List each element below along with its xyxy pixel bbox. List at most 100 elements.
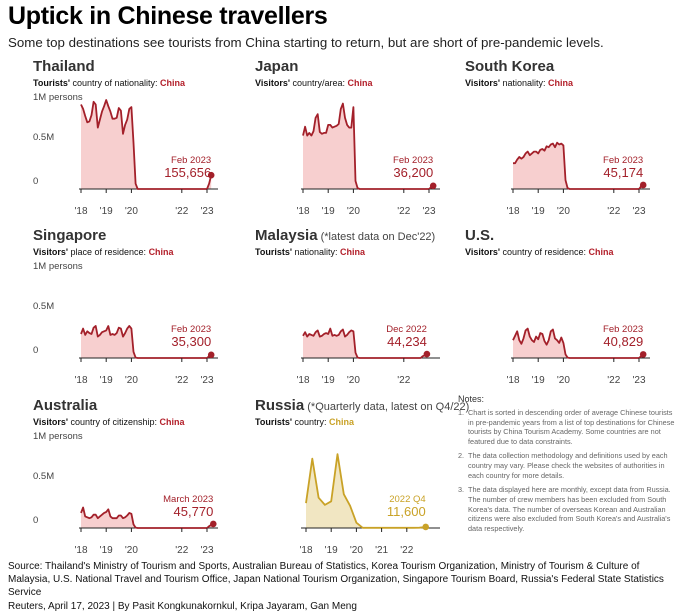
panel-title-text: Singapore <box>33 227 107 244</box>
latest-point <box>423 350 431 358</box>
series-area <box>303 103 434 189</box>
x-tick-label: '22 <box>400 545 413 556</box>
panel-title: South Korea <box>465 58 554 75</box>
annotation-date: March 2023 <box>163 494 213 505</box>
y-tick-label: 1M persons <box>33 431 83 442</box>
label-bold: Visitors' <box>33 417 68 427</box>
x-tick-label: '23 <box>422 206 435 217</box>
annotation-value: 36,200 <box>393 165 433 180</box>
panel-japan: Japan Visitors' country/area: China Feb … <box>255 58 465 223</box>
x-tick-label: '18 <box>74 375 87 386</box>
panel-title-text: South Korea <box>465 58 555 75</box>
label-rest: nationality: <box>500 78 549 88</box>
x-tick-label: '22 <box>397 375 410 386</box>
series-line <box>302 327 428 359</box>
panel-australia: Australia Visitors' country of citizensh… <box>33 397 243 562</box>
x-tick-label: '18 <box>296 206 309 217</box>
annotation-value: 45,770 <box>174 504 214 519</box>
x-tick-label: '23 <box>632 375 645 386</box>
series-line <box>80 506 214 529</box>
y-tick-label: 0 <box>33 176 38 187</box>
label-rest: country: <box>291 417 329 427</box>
annotation-date: 2022 Q4 <box>389 494 425 505</box>
label-rest: nationality: <box>291 247 341 257</box>
y-tick-label: 0 <box>33 515 38 526</box>
x-tick-label: '19 <box>100 375 113 386</box>
panel-title-text: Japan <box>255 58 299 75</box>
annotation-value: 11,600 <box>387 504 426 519</box>
label-country: China <box>548 78 574 88</box>
annotation-value: 40,829 <box>603 334 643 349</box>
label-bold: Visitors' <box>465 78 500 88</box>
y-tick-label: 1M persons <box>33 261 83 272</box>
series-area <box>81 326 212 358</box>
x-tick-label: '23 <box>200 206 213 217</box>
panel-title-text: U.S. <box>465 227 495 244</box>
series-area <box>513 328 644 358</box>
source-text: Source: Thailand's Ministry of Tourism a… <box>8 561 664 599</box>
x-tick-label: '19 <box>532 375 545 386</box>
label-country: China <box>347 78 373 88</box>
panel-title-text: Australia <box>33 397 98 414</box>
series-line <box>305 453 426 529</box>
x-tick-label: '18 <box>74 206 87 217</box>
y-tick-label: 0 <box>33 345 38 356</box>
panel-title-text: Thailand <box>33 58 95 75</box>
annotation-date: Feb 2023 <box>393 155 433 166</box>
series-area <box>81 507 214 528</box>
panel-label: Tourists' country of nationality: China <box>33 78 185 88</box>
x-tick-label: '22 <box>175 206 188 217</box>
x-tick-label: '20 <box>125 545 138 556</box>
panel-malaysia: Malaysia (*latest data on Dec'22) Touris… <box>255 227 465 392</box>
x-tick-label: '19 <box>532 206 545 217</box>
label-rest: country of citizenship: <box>68 417 160 427</box>
panel-title-text: Malaysia <box>255 227 318 244</box>
x-tick-label: '20 <box>125 206 138 217</box>
series-area <box>513 142 644 189</box>
label-country: China <box>148 247 174 257</box>
x-tick-label: '23 <box>200 375 213 386</box>
credit-text: Reuters, April 17, 2023 | By Pasit Kongk… <box>8 600 357 612</box>
label-bold: Tourists' <box>255 247 292 257</box>
x-tick-label: '22 <box>607 206 620 217</box>
label-country: China <box>159 417 185 427</box>
notes-title: Notes: <box>458 394 485 404</box>
latest-point <box>639 181 647 189</box>
note-item: 1. Chart is sorted in descending order of… <box>458 408 680 447</box>
x-tick-label: '23 <box>200 545 213 556</box>
note-text: The data collection methodology and defi… <box>468 451 668 480</box>
annotation-value: 44,234 <box>387 334 427 349</box>
panel-label: Visitors' place of residence: China <box>33 247 174 257</box>
latest-point <box>639 351 647 358</box>
label-rest: country of residence: <box>500 247 589 257</box>
x-tick-label: '20 <box>347 375 360 386</box>
panel-title-note: (*latest data on Dec'22) <box>317 231 436 243</box>
panel-label: Tourists' nationality: China <box>255 247 365 257</box>
note-number: 3. <box>458 485 465 495</box>
panel-south-korea: South Korea Visitors' nationality: China… <box>465 58 675 223</box>
panel-label: Visitors' country of citizenship: China <box>33 417 185 427</box>
label-rest: country/area: <box>290 78 348 88</box>
panel-title: Russia (*Quarterly data, latest on Q4/22… <box>255 397 469 414</box>
panel-us: U.S. Visitors' country of residence: Chi… <box>465 227 675 392</box>
y-tick-label: 1M persons <box>33 92 83 103</box>
x-tick-label: '19 <box>322 206 335 217</box>
annotation-value: 155,656 <box>164 165 211 180</box>
x-tick-label: '20 <box>557 206 570 217</box>
label-country: China <box>329 417 355 427</box>
label-bold: Tourists' <box>33 78 70 88</box>
label-rest: country of nationality: <box>69 78 161 88</box>
panel-title: Thailand <box>33 58 95 75</box>
label-rest: place of residence: <box>68 247 149 257</box>
panel-title: Malaysia (*latest data on Dec'22) <box>255 227 435 244</box>
x-tick-label: '18 <box>296 375 309 386</box>
label-country: China <box>588 247 614 257</box>
chart-subtitle: Some top destinations see tourists from … <box>8 35 604 50</box>
note-number: 2. <box>458 451 465 461</box>
label-bold: Visitors' <box>255 78 290 88</box>
panel-title-note: (*Quarterly data, latest on Q4/22) <box>304 401 470 413</box>
